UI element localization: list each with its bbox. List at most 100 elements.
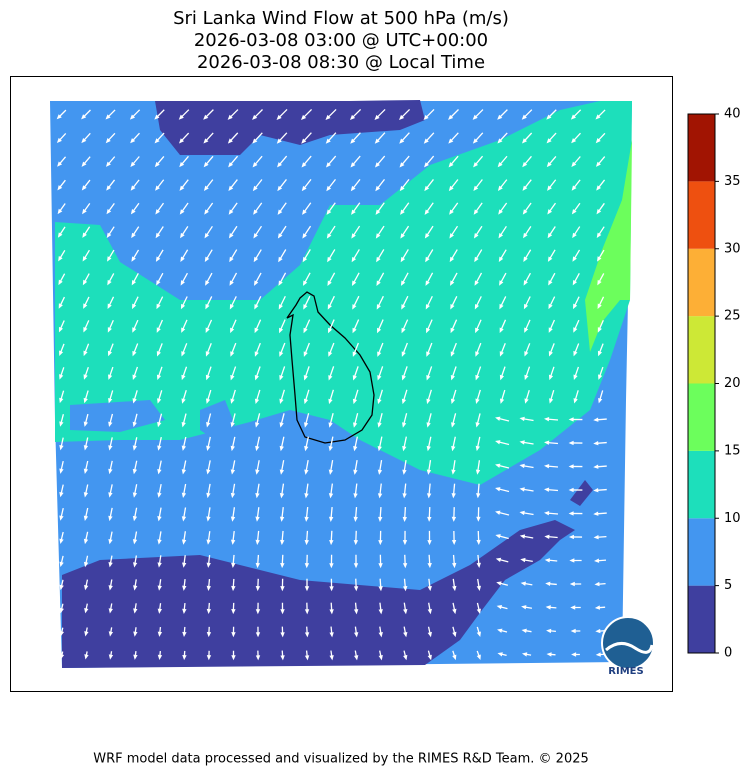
speed-region: [155, 100, 425, 155]
wind-arrow-head: [155, 256, 161, 262]
wind-arrow-head: [595, 161, 601, 167]
wind-arrow-head: [206, 469, 211, 475]
wind-arrow-head: [519, 463, 525, 469]
wind-arrow-head: [544, 534, 550, 539]
wind-arrow-head: [377, 493, 383, 499]
wind-arrow-head: [544, 440, 550, 445]
wind-arrow-head: [426, 351, 431, 357]
wind-arrow-head: [593, 534, 599, 540]
wind-arrow-head: [568, 417, 574, 422]
wind-arrow-head: [157, 421, 162, 428]
wind-arrow-head: [427, 563, 432, 569]
wind-arrow-head: [548, 280, 553, 286]
wind-arrow-head: [59, 374, 64, 380]
wind-arrow-head: [548, 303, 553, 310]
wind-arrow-head: [427, 608, 432, 615]
wind-arrow-head: [523, 303, 529, 310]
wind-arrow-head: [81, 161, 87, 167]
wind-arrow-head: [451, 445, 456, 452]
wind-arrow-head: [573, 303, 578, 310]
wind-arrow-head: [206, 655, 212, 661]
wind-arrow-head: [495, 557, 502, 563]
wind-arrow-head: [204, 232, 210, 239]
wind-arrow-head: [377, 327, 382, 334]
wind-arrow-head: [451, 539, 457, 546]
wind-arrow-head: [400, 209, 405, 215]
wind-arrow-head: [326, 162, 331, 168]
wind-arrow-head: [302, 233, 307, 239]
wind-arrow-head: [254, 398, 260, 405]
wind-arrow-head: [593, 488, 599, 493]
wind-arrow-head: [206, 445, 211, 452]
wind-arrow-head: [108, 515, 113, 522]
wind-arrow-head: [83, 421, 88, 427]
wind-arrow-head: [375, 233, 381, 239]
wind-arrow-head: [181, 398, 186, 404]
wind-arrow-head: [82, 232, 87, 238]
colorbar-bin: [688, 518, 715, 586]
wind-arrow-head: [56, 114, 62, 120]
wind-arrow-head: [568, 487, 574, 493]
wind-arrow-head: [401, 327, 406, 334]
wind-arrow-head: [131, 232, 136, 239]
wind-arrow-head: [352, 351, 357, 357]
wind-arrow-head: [227, 114, 233, 120]
wind-arrow-head: [230, 516, 236, 522]
wind-arrow-head: [498, 256, 504, 263]
wind-arrow-head: [497, 628, 503, 633]
wind-arrow-head: [378, 586, 383, 592]
wind-arrow-head: [522, 209, 528, 215]
wind-arrow-head: [597, 350, 603, 357]
wind-arrow-head: [519, 440, 525, 445]
wind-arrow-head: [375, 209, 381, 215]
wind-arrow-head: [181, 516, 187, 522]
wind-arrow-head: [547, 256, 553, 262]
wind-arrow-head: [354, 632, 359, 638]
wind-arrow-head: [424, 185, 430, 192]
wind-arrow-head: [132, 374, 137, 380]
wind-arrow-head: [375, 185, 381, 192]
map: RIMES: [50, 100, 655, 677]
wind-arrow-head: [328, 445, 333, 452]
wind-arrow-head: [327, 280, 332, 286]
wind-arrow-head: [157, 539, 162, 545]
wind-arrow-head: [133, 585, 138, 591]
wind-arrow-head: [352, 304, 357, 310]
wind-arrow-head: [157, 608, 163, 614]
wind-arrow-head: [302, 280, 308, 286]
wind-arrow-head: [132, 303, 137, 310]
wind-arrow-head: [230, 374, 235, 381]
wind-arrow-head: [377, 398, 382, 405]
wind-arrow-head: [229, 256, 234, 263]
wind-arrow-head: [403, 631, 408, 638]
wind-arrow-head: [132, 515, 138, 522]
wind-arrow-head: [378, 609, 383, 615]
colorbar-bin: [688, 248, 715, 317]
wind-arrow-head: [304, 586, 310, 592]
wind-arrow-head: [572, 232, 577, 239]
colorbar-bin: [688, 181, 715, 249]
wind-arrow-head: [329, 586, 334, 592]
wind-arrow-head: [425, 256, 430, 263]
wind-arrow-head: [304, 516, 309, 522]
wind-arrow-head: [424, 209, 430, 215]
wind-arrow-head: [301, 162, 307, 168]
wind-arrow-head: [451, 422, 456, 428]
wind-arrow-head: [179, 209, 185, 215]
wind-arrow-head: [544, 417, 550, 422]
wind-arrow-head: [157, 468, 162, 475]
wind-arrow-head: [546, 652, 552, 657]
wind-arrow-head: [544, 558, 550, 563]
wind-arrow-head: [254, 374, 259, 381]
wind-arrow-head: [401, 375, 406, 381]
wind-arrow-head: [497, 652, 503, 657]
wind-arrow-head: [596, 232, 602, 238]
wind-arrow-head: [523, 280, 528, 286]
wind-arrow-head: [351, 233, 356, 239]
wind-arrow-head: [83, 445, 89, 451]
wind-arrow-head: [573, 327, 578, 333]
wind-arrow-head: [570, 114, 577, 120]
wind-arrow-head: [328, 327, 333, 334]
speed-region: [200, 400, 235, 440]
colorbar-tick-label: 35: [724, 174, 741, 189]
